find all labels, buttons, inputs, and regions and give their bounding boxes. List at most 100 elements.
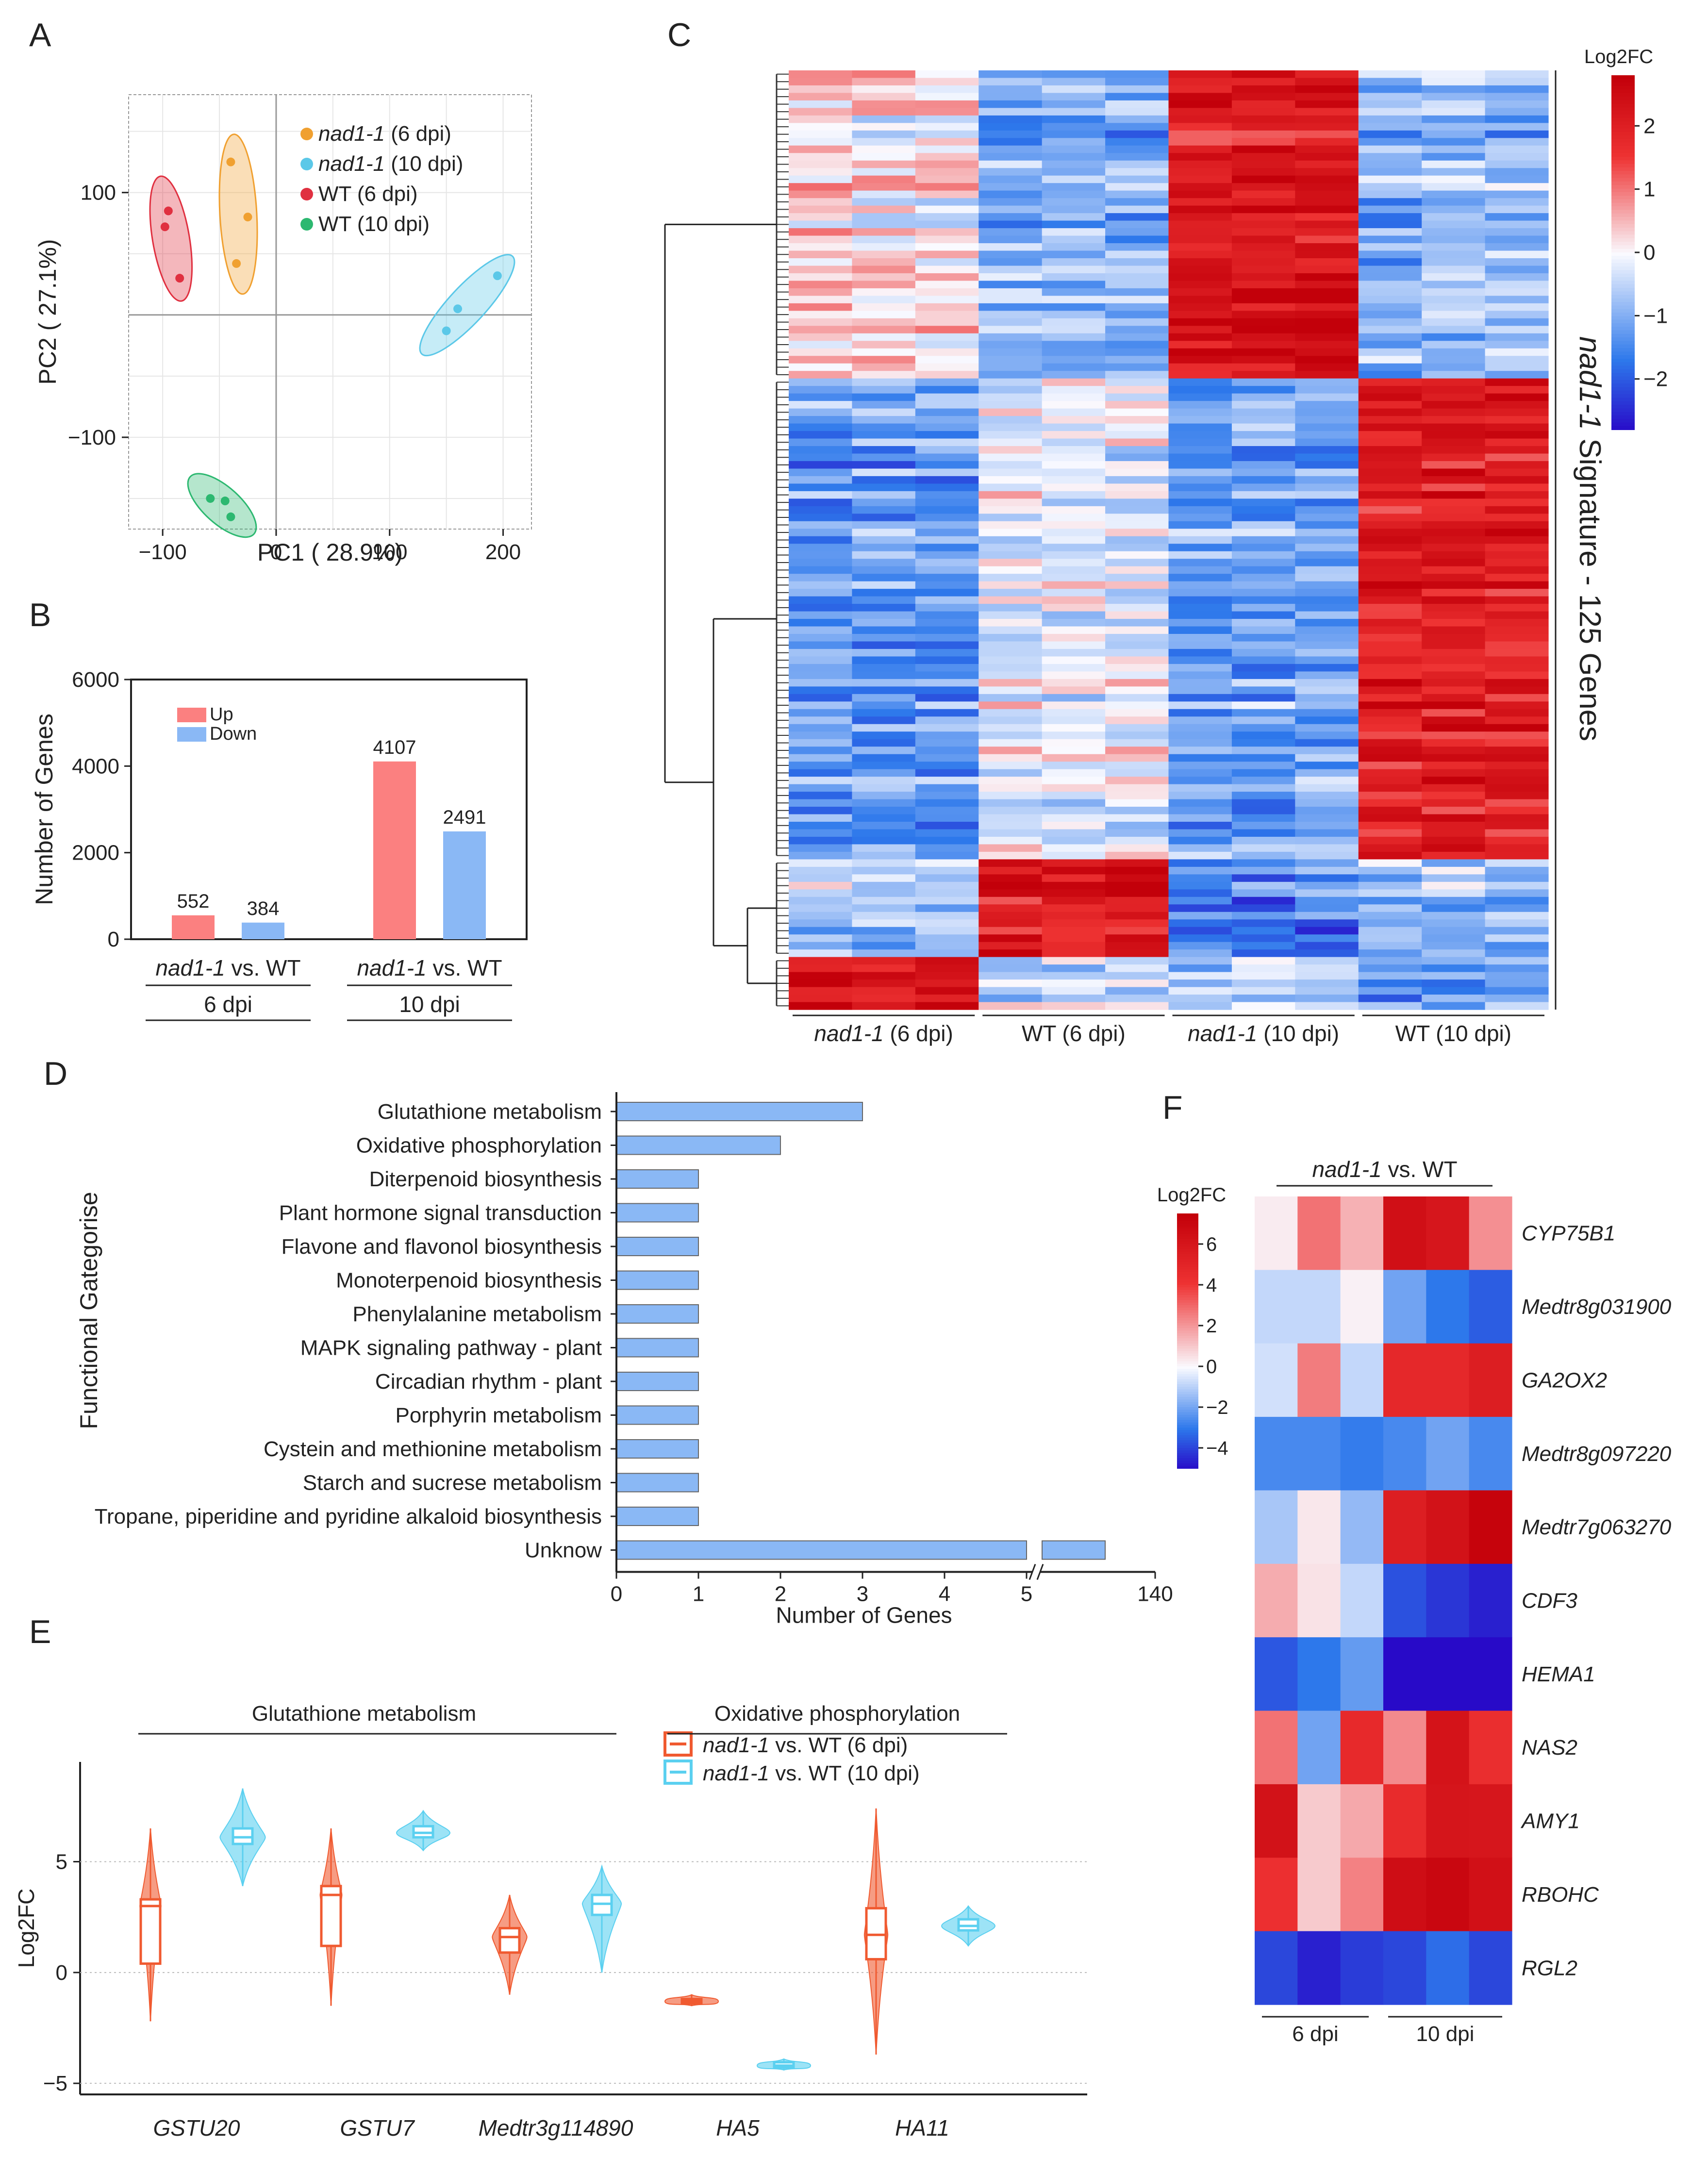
heatmap-cell — [1231, 739, 1295, 747]
heatmap-cell — [915, 205, 979, 214]
data-point — [160, 222, 169, 232]
colorbar-segment — [1177, 1346, 1198, 1349]
heatmap-cell — [1485, 145, 1549, 153]
heatmap-cell — [1485, 93, 1549, 101]
heatmap-cell — [1295, 123, 1359, 131]
heatmap-cell — [1485, 130, 1549, 138]
heatmap-cell — [852, 881, 916, 890]
data-point — [453, 304, 463, 314]
heatmap-cell — [1358, 799, 1422, 807]
column-group-label: 6 dpi — [1292, 2022, 1338, 2046]
heatmap-cell — [1105, 371, 1169, 379]
heatmap-cell — [1105, 483, 1169, 492]
heatmap-cell — [915, 566, 979, 574]
heatmap-cell — [1358, 957, 1422, 965]
heatmap-cell — [1469, 1710, 1512, 1785]
heatmap-cell — [1105, 544, 1169, 552]
heatmap-cell — [852, 889, 916, 897]
heatmap-cell — [1295, 784, 1359, 792]
heatmap-cell — [915, 423, 979, 432]
colorbar-segment — [1611, 202, 1635, 207]
heatmap-cell — [1422, 498, 1486, 507]
heatmap-cell — [1295, 874, 1359, 882]
heatmap-cell — [1042, 866, 1106, 875]
category-label: Porphyrin metabolism — [396, 1404, 602, 1428]
heatmap-cell — [1168, 371, 1232, 379]
legend-label: nad1-1 (6 dpi) — [318, 122, 451, 146]
heatmap-cell — [1168, 220, 1232, 229]
heatmap-cell — [1485, 363, 1549, 371]
heatmap-cell — [1295, 851, 1359, 860]
heatmap-cell — [1358, 686, 1422, 695]
heatmap-cell — [1105, 874, 1169, 882]
heatmap-cell — [1168, 964, 1232, 973]
heatmap-cell — [1358, 634, 1422, 642]
heatmap-cell — [1042, 491, 1106, 499]
heatmap-cell — [1168, 258, 1232, 266]
heatmap-cell — [1231, 175, 1295, 183]
bar — [616, 1473, 699, 1493]
heatmap-cell — [978, 378, 1043, 386]
heatmap-cell — [852, 814, 916, 822]
heatmap-cell — [915, 686, 979, 695]
y-tick-label: 4000 — [72, 754, 119, 778]
heatmap-cell — [1168, 942, 1232, 950]
heatmap-cell — [1042, 995, 1106, 1003]
heatmap-cell — [1042, 78, 1106, 86]
heatmap-cell — [1231, 671, 1295, 680]
panel-label-a: A — [29, 17, 51, 53]
heatmap-cell — [852, 333, 916, 341]
heatmap-cell — [1358, 581, 1422, 589]
heatmap-cell — [978, 694, 1043, 702]
colorbar-segment — [1177, 1353, 1198, 1357]
heatmap-cell — [852, 423, 916, 432]
heatmap-cell — [1042, 521, 1106, 529]
heatmap-cell — [789, 896, 853, 905]
heatmap-cell — [1358, 987, 1422, 995]
heatmap-cell — [1422, 326, 1486, 334]
heatmap-cell — [1485, 919, 1549, 928]
heatmap-cell — [789, 438, 853, 447]
heatmap-cell — [1358, 341, 1422, 349]
confidence-ellipse — [218, 133, 258, 295]
heatmap-cell — [1105, 762, 1169, 770]
heatmap-cell — [1485, 160, 1549, 168]
heatmap-cell — [1485, 942, 1549, 950]
heatmap-cell — [1422, 93, 1486, 101]
heatmap-cell — [1105, 641, 1169, 649]
colorbar-segment — [1611, 153, 1635, 157]
heatmap-cell — [1168, 641, 1232, 649]
heatmap-cell — [789, 792, 853, 800]
heatmap-cell — [1358, 972, 1422, 980]
heatmap-cell — [1042, 138, 1106, 146]
heatmap-cell — [1485, 311, 1549, 319]
heatmap-cell — [1105, 401, 1169, 409]
heatmap-cell — [978, 123, 1043, 131]
heatmap-cell — [1422, 829, 1486, 837]
colorbar-segment — [1177, 1410, 1198, 1413]
heatmap-cell — [1231, 874, 1295, 882]
heatmap-cell — [1105, 784, 1169, 792]
heatmap-cell — [1105, 108, 1169, 116]
colorbar-segment — [1611, 412, 1635, 416]
heatmap-cell — [789, 912, 853, 920]
heatmap-cell — [1105, 686, 1169, 695]
colorbar-segment — [1177, 1450, 1198, 1454]
heatmap-cell — [1231, 213, 1295, 221]
heatmap-cell — [1231, 446, 1295, 454]
colorbar-segment — [1611, 277, 1635, 282]
heatmap-cell — [1231, 724, 1295, 732]
heatmap-cell — [1168, 934, 1232, 943]
heatmap-cell — [1231, 626, 1295, 634]
heatmap-cell — [978, 393, 1043, 401]
heatmap-cell — [1295, 934, 1359, 943]
heatmap-cell — [1422, 491, 1486, 499]
heatmap-cell — [1168, 115, 1232, 123]
heatmap-cell — [789, 934, 853, 943]
heatmap-cell — [1485, 408, 1549, 416]
comparison-header-italic: nad1-1 — [1312, 1157, 1381, 1182]
heatmap-cell — [789, 108, 853, 116]
heatmap-cell — [852, 747, 916, 755]
heatmap-cell — [1383, 1931, 1426, 2005]
heatmap-cell — [789, 401, 853, 409]
